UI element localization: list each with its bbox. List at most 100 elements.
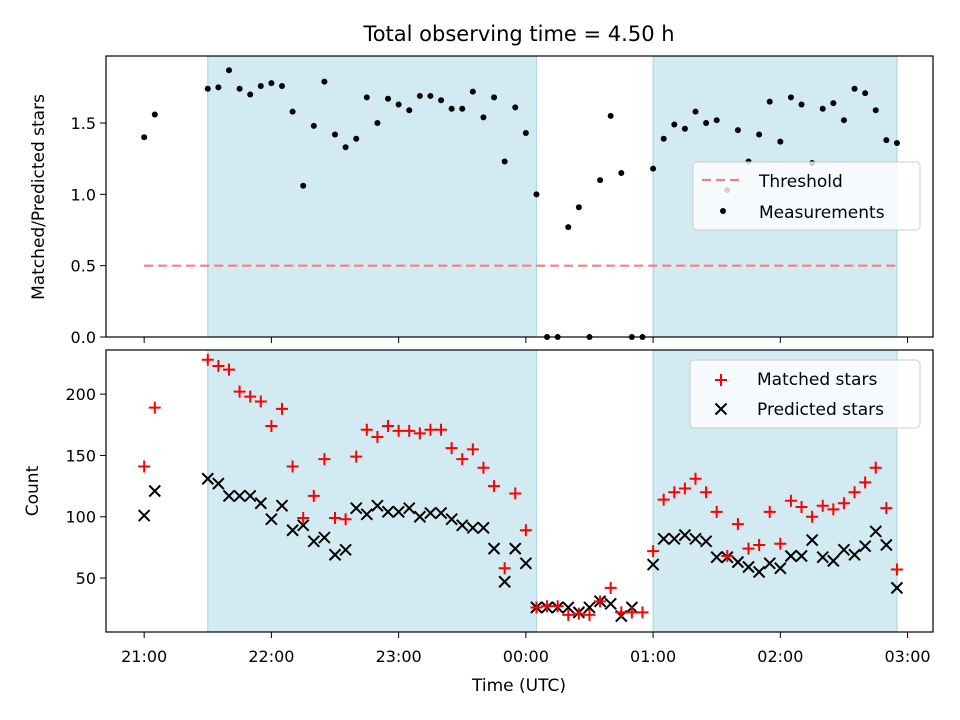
predicted-star-point [858, 539, 872, 553]
x-tick-label: 02:00 [757, 647, 803, 666]
predicted-star-point [784, 549, 798, 563]
predicted-star-point [583, 601, 596, 614]
predicted-star-point [403, 501, 416, 515]
observing-window-1 [207, 350, 537, 632]
matched-star-point [625, 606, 638, 619]
predicted-star-point [297, 519, 310, 532]
count-y-axis: 50 100 150 200 [65, 385, 106, 588]
measurement-point [141, 134, 148, 141]
matched-star-point [477, 461, 490, 474]
predicted-star-point [328, 548, 342, 561]
measurement-point [830, 100, 837, 107]
matched-star-point [350, 450, 363, 463]
matched-star-point [816, 499, 829, 512]
predicted-star-point [509, 542, 522, 555]
measurement-point [798, 101, 805, 108]
predicted-star-point [307, 535, 321, 548]
predicted-star-point [318, 531, 331, 544]
measurement-point [151, 111, 158, 118]
observing-window-1 [207, 56, 537, 337]
matched-star-point [519, 524, 532, 537]
predicted-star-point [689, 532, 702, 546]
predicted-star-point [657, 532, 670, 546]
matched-star-point [678, 482, 691, 495]
measurement-point [650, 165, 657, 172]
matched-star-point [657, 493, 670, 506]
x-tick-label: 21:00 [121, 647, 167, 666]
ratio-x-axis-ticks [143, 337, 909, 343]
predicted-star-point [286, 524, 299, 537]
matched-star-point [466, 443, 479, 456]
matched-star-point [222, 363, 235, 376]
measurement-point [406, 107, 413, 114]
matched-star-point [668, 486, 681, 499]
measurement-point [353, 135, 360, 142]
matched-star-point [148, 401, 161, 414]
predicted-star-point [424, 506, 437, 520]
measurement-point [787, 94, 794, 101]
matched-star-point [307, 489, 320, 502]
measurement-point [692, 108, 699, 115]
y-tick-label: 1.0 [71, 185, 96, 204]
matched-star-point [700, 486, 713, 499]
count-y-axis-label: Count [23, 465, 43, 516]
matched-star-point [763, 505, 776, 518]
measurement-point [332, 131, 339, 138]
predicted-star-point [763, 557, 776, 570]
matched-star-point [297, 511, 310, 524]
ratio-plot-frame [105, 55, 934, 338]
matched-star-point [636, 606, 649, 619]
matched-star-point [837, 497, 850, 510]
count-plot-frame [105, 349, 934, 633]
measurement-point [469, 88, 476, 95]
predicted-legend-swatch [714, 402, 728, 416]
x-tick-label: 23:00 [376, 647, 422, 666]
measurement-point [756, 131, 763, 138]
x-tick-label: 00:00 [503, 647, 549, 666]
predicted-star-point [212, 477, 225, 490]
measurement-point [342, 144, 349, 151]
matched-star-point [880, 502, 893, 515]
predicted-star-point [498, 575, 511, 588]
matched-star-point [647, 545, 660, 558]
matched-star-point [276, 402, 289, 415]
measurement-point [395, 101, 402, 108]
matched-star-point [413, 427, 426, 440]
matched-star-point [551, 600, 564, 613]
predicted-star-point [731, 555, 745, 569]
matched-star-point [795, 500, 808, 513]
matched-star-point [753, 538, 766, 551]
predicted-star-point [646, 558, 660, 571]
matched-star-point [509, 487, 522, 500]
measurement-point [607, 112, 614, 119]
predicted-star-point [604, 597, 617, 611]
measurement-point [257, 82, 264, 89]
measurement-point [734, 127, 741, 134]
measurement-point [225, 67, 232, 74]
matched-star-point [731, 518, 744, 531]
measurement-point [427, 92, 434, 99]
matched-star-point [742, 542, 755, 555]
legend-box [692, 161, 921, 231]
predicted-star-point [890, 581, 904, 595]
predicted-star-point [519, 557, 533, 570]
measurement-point [480, 114, 487, 121]
predicted-star-point [265, 512, 278, 526]
predicted-star-point [201, 472, 214, 485]
matched-star-point [339, 513, 352, 526]
matched-star-point [254, 395, 267, 408]
y-tick-label: 0.0 [71, 328, 96, 347]
measurement-point [363, 94, 370, 101]
measurement-point [247, 91, 254, 98]
measurement-point [512, 104, 519, 111]
predicted-star-point [710, 551, 723, 564]
predicted-star-point [360, 508, 374, 521]
matched-star-point [244, 390, 257, 403]
predicted-star-point [795, 549, 808, 563]
matched-star-point [138, 460, 151, 473]
measurement-point [289, 108, 296, 115]
predicted-star-point [243, 489, 257, 503]
predicted-star-point [477, 521, 490, 534]
matched-star-point [572, 607, 585, 620]
matched-star-point [710, 505, 723, 518]
